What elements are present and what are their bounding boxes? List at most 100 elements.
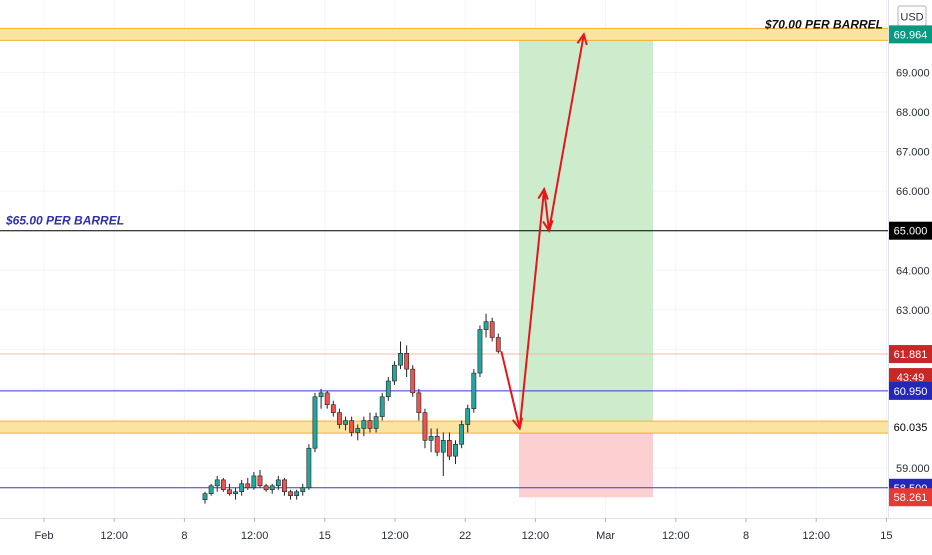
candle-body <box>489 321 495 338</box>
candle-body <box>434 436 440 453</box>
candle-body <box>300 487 306 493</box>
candle-body <box>208 485 214 495</box>
time-tick-label: 12:00 <box>522 530 550 542</box>
candle-body <box>263 485 269 491</box>
candle-body <box>275 479 281 487</box>
candle-body <box>343 420 348 425</box>
candles <box>202 313 501 504</box>
time-tick-label: 8 <box>743 530 749 542</box>
projected-path-arrowhead <box>511 417 524 431</box>
candle-body <box>269 485 275 491</box>
price-badge-bg <box>889 345 932 364</box>
candle-body <box>483 321 489 330</box>
candle-body <box>416 392 422 413</box>
candle-body <box>367 420 373 429</box>
countdown-badge-bg <box>889 368 932 387</box>
time-tick-label: 15 <box>880 530 892 542</box>
price-badge-text: 65.000 <box>894 226 928 238</box>
price-tick-label: 66.000 <box>896 186 930 198</box>
time-tick-label: 12:00 <box>381 530 409 542</box>
price-badge-text: 60.950 <box>894 386 928 398</box>
highlight-band <box>0 28 888 41</box>
projected-path-arrowhead <box>576 32 588 46</box>
price-badge-bg <box>889 221 932 240</box>
candle-body <box>465 408 471 425</box>
candle-body <box>202 493 208 500</box>
price-tick-label: 67.000 <box>896 147 930 159</box>
currency-label: USD <box>900 12 923 24</box>
candle-body <box>385 380 391 398</box>
candle-body <box>251 475 257 489</box>
loss-zone <box>519 427 653 498</box>
price-badge-text: 61.881 <box>894 349 928 361</box>
candle-body <box>349 420 355 433</box>
candle-body <box>214 479 220 487</box>
highlight-bands <box>0 27 888 434</box>
candle-body <box>471 372 477 409</box>
price-badge-bg <box>889 488 932 507</box>
price-badge-bg <box>889 418 932 437</box>
time-tick-label: 12:00 <box>100 530 128 542</box>
price-badge-bg <box>889 25 932 44</box>
candle-body <box>379 396 385 417</box>
time-tick-label: Mar <box>596 530 615 542</box>
candle-body <box>440 440 446 453</box>
candle-body <box>459 424 465 445</box>
annotations: $70.00 PER BARREL $65.00 PER BARREL <box>5 17 883 227</box>
time-tick-label: 15 <box>319 530 331 542</box>
candle-body <box>398 353 403 366</box>
time-tick-label: 22 <box>459 530 471 542</box>
candle-body <box>318 392 324 398</box>
candle-body <box>373 416 379 429</box>
candle-body <box>422 412 428 441</box>
highlight-band <box>0 421 888 434</box>
price-tick-label: 64.000 <box>896 265 930 277</box>
price-badge-text: 58.261 <box>894 492 928 504</box>
candle-body <box>324 392 330 406</box>
candle-body <box>239 483 245 493</box>
time-tick-label: 12:00 <box>802 530 830 542</box>
price-tick-label: 68.000 <box>896 107 930 119</box>
candle-body <box>428 436 434 441</box>
projected-path <box>500 32 588 431</box>
candle-body <box>294 491 300 496</box>
time-tick-label: Feb <box>35 530 54 542</box>
price-tick-label: 59.000 <box>896 463 930 475</box>
candle-body <box>257 475 263 487</box>
price-tick-label: 69.000 <box>896 68 930 80</box>
candle-body <box>282 479 287 493</box>
candle-body <box>361 420 367 429</box>
projected-path-arrowhead <box>537 186 549 200</box>
candle-body <box>227 489 232 495</box>
time-axis: Feb 12:00 8 12:00 15 12:00 22 12:00 Mar 12:00 8 12:… <box>35 518 893 542</box>
candle-body <box>477 329 483 374</box>
candle-body <box>404 353 410 370</box>
countdown-badge-text: 43:49 <box>897 372 925 384</box>
price-badge-text: 60.035 <box>894 422 928 434</box>
level-lines <box>0 230 888 489</box>
candle-body <box>306 447 312 489</box>
candle-body <box>410 368 416 394</box>
time-tick-label: 12:00 <box>241 530 269 542</box>
candle-body <box>495 337 501 352</box>
candle-body <box>233 491 238 495</box>
price-badges: 69.96465.00061.88143:4960.95060.03558.50… <box>889 25 932 507</box>
time-tick-label: 8 <box>181 530 187 542</box>
candle-body <box>288 491 293 496</box>
axes: USD <box>0 0 932 519</box>
candle-body <box>453 443 458 457</box>
level-annotation: $65.00 PER BARREL <box>5 214 124 228</box>
candle-body <box>337 412 342 425</box>
price-badge-text: 69.964 <box>894 29 928 41</box>
price-badge-bg <box>889 381 932 400</box>
projected-path-arrowhead <box>542 219 554 233</box>
time-tick-label: 12:00 <box>662 530 690 542</box>
candle-body <box>446 440 452 457</box>
level-annotation: $70.00 PER BARREL <box>764 17 883 31</box>
candle-body <box>312 396 318 449</box>
candle-body <box>330 404 336 413</box>
candle-body <box>355 428 361 433</box>
